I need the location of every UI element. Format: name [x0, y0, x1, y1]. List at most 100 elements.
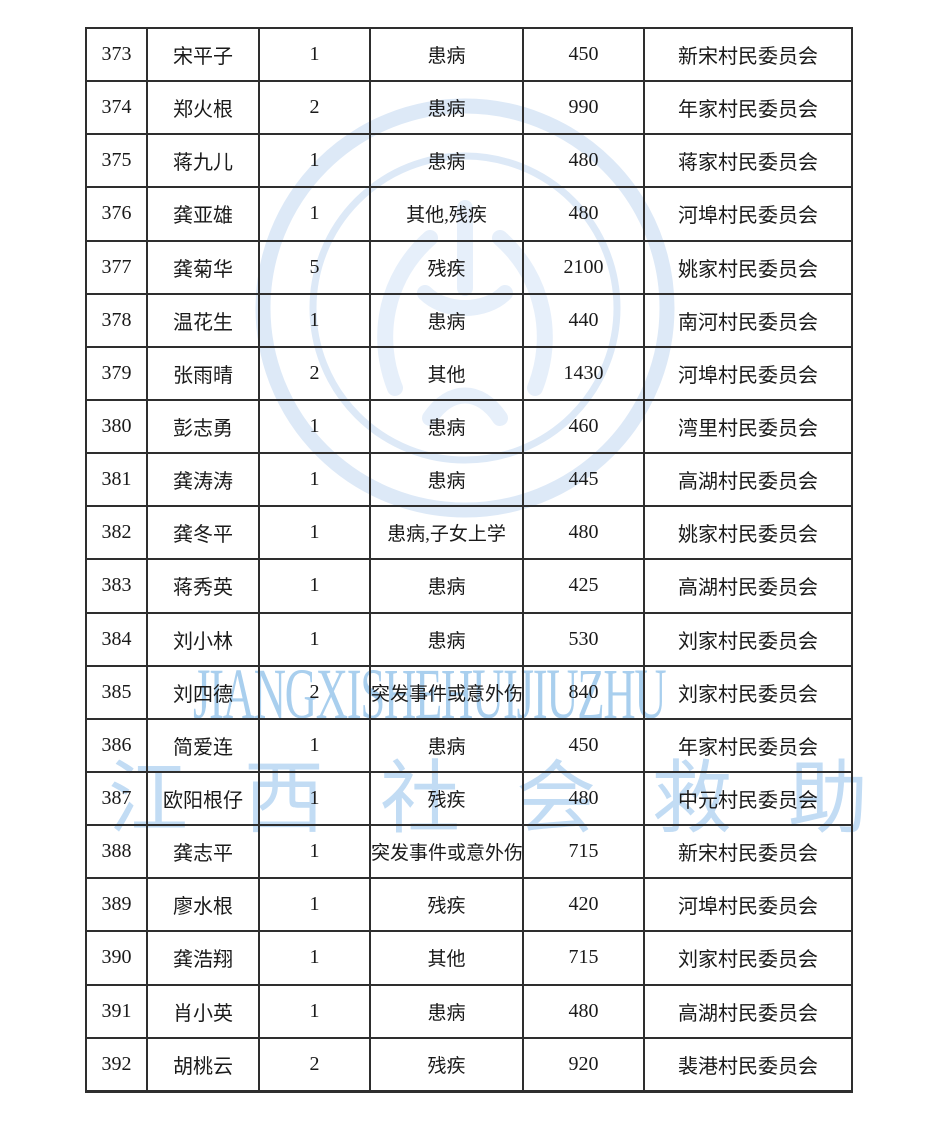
- table-cell: 龚菊华: [146, 239, 260, 295]
- table-row: 377 龚菊华 5 残疾 2100 姚家村民委员会: [85, 239, 853, 295]
- table-cell: 蒋家村民委员会: [643, 133, 853, 189]
- table-cell: 1: [258, 133, 371, 189]
- table-cell: 386: [85, 717, 148, 773]
- table-cell: 刘家村民委员会: [643, 930, 853, 986]
- table-cell: 1: [258, 398, 371, 455]
- table-cell: 480: [522, 133, 645, 189]
- table-cell: 龚志平: [146, 824, 260, 880]
- table-cell: 388: [85, 824, 148, 880]
- table-cell: 480: [522, 983, 645, 1039]
- table-cell: 张雨晴: [146, 345, 260, 401]
- table-cell: 5: [258, 239, 371, 295]
- table-cell: 姚家村民委员会: [643, 239, 853, 295]
- table-cell: 450: [522, 717, 645, 773]
- table-cell: 1: [258, 824, 371, 880]
- table-cell: 肖小英: [146, 983, 260, 1039]
- table-row: 391 肖小英 1 患病 480 高湖村民委员会: [85, 983, 853, 1039]
- table-cell: 384: [85, 611, 148, 667]
- table-cell: 新宋村民委员会: [643, 824, 853, 880]
- table-cell: 385: [85, 664, 148, 720]
- table-cell: 简爱连: [146, 717, 260, 773]
- table-cell: 温花生: [146, 292, 260, 348]
- table-row: 381 龚涛涛 1 患病 445 高湖村民委员会: [85, 452, 853, 508]
- table-row: 375 蒋九儿 1 患病 480 蒋家村民委员会: [85, 133, 853, 189]
- table-cell: 蒋九儿: [146, 133, 260, 189]
- table-cell: 920: [522, 1036, 645, 1093]
- table-cell: 蒋秀英: [146, 558, 260, 614]
- table-cell: 450: [522, 26, 645, 83]
- table-cell: 刘家村民委员会: [643, 611, 853, 667]
- table-cell: 残疾: [369, 877, 524, 933]
- table-cell: 患病: [369, 80, 524, 136]
- table-cell: 高湖村民委员会: [643, 983, 853, 1039]
- table-cell: 715: [522, 824, 645, 880]
- table-cell: 2: [258, 1036, 371, 1093]
- table-cell: 387: [85, 770, 148, 827]
- table-cell: 刘家村民委员会: [643, 664, 853, 720]
- table-cell: 其他,残疾: [369, 186, 524, 242]
- table-cell: 376: [85, 186, 148, 242]
- table-cell: 460: [522, 398, 645, 455]
- table-cell: 残疾: [369, 239, 524, 295]
- table-cell: 480: [522, 186, 645, 242]
- assistance-table: 373 宋平子 1 患病 450 新宋村民委员会 374 郑火根 2 患病 990 年家村民委员会 37…: [85, 26, 853, 1093]
- table-cell: 龚冬平: [146, 505, 260, 561]
- table-cell: 其他: [369, 345, 524, 401]
- table-cell: 高湖村民委员会: [643, 452, 853, 508]
- table-cell: 375: [85, 133, 148, 189]
- table-cell: 1: [258, 186, 371, 242]
- table-row: 382 龚冬平 1 患病,子女上学 480 姚家村民委员会: [85, 505, 853, 561]
- table-cell: 郑火根: [146, 80, 260, 136]
- assistance-table-body: 373 宋平子 1 患病 450 新宋村民委员会 374 郑火根 2 患病 990 年家村民委员会 37…: [85, 26, 853, 1093]
- table-cell: 河埠村民委员会: [643, 186, 853, 242]
- table-cell: 彭志勇: [146, 398, 260, 455]
- table-cell: 患病: [369, 292, 524, 348]
- table-cell: 420: [522, 877, 645, 933]
- table-cell: 480: [522, 505, 645, 561]
- table-cell: 患病: [369, 26, 524, 83]
- table-row: 390 龚浩翔 1 其他 715 刘家村民委员会: [85, 930, 853, 986]
- table-row: 380 彭志勇 1 患病 460 湾里村民委员会: [85, 398, 853, 455]
- table-cell: 患病: [369, 611, 524, 667]
- table-cell: 840: [522, 664, 645, 720]
- table-cell: 1: [258, 770, 371, 827]
- table-cell: 河埠村民委员会: [643, 877, 853, 933]
- table-cell: 389: [85, 877, 148, 933]
- table-cell: 530: [522, 611, 645, 667]
- table-cell: 440: [522, 292, 645, 348]
- table-cell: 2: [258, 80, 371, 136]
- table-cell: 河埠村民委员会: [643, 345, 853, 401]
- table-cell: 龚亚雄: [146, 186, 260, 242]
- table-cell: 383: [85, 558, 148, 614]
- table-row: 374 郑火根 2 患病 990 年家村民委员会: [85, 80, 853, 136]
- table-cell: 1: [258, 983, 371, 1039]
- table-cell: 2100: [522, 239, 645, 295]
- table-cell: 374: [85, 80, 148, 136]
- table-cell: 胡桃云: [146, 1036, 260, 1093]
- table-cell: 377: [85, 239, 148, 295]
- table-cell: 1: [258, 452, 371, 508]
- table-cell: 刘四德: [146, 664, 260, 720]
- table-row: 378 温花生 1 患病 440 南河村民委员会: [85, 292, 853, 348]
- table-cell: 患病: [369, 452, 524, 508]
- table-cell: 患病: [369, 133, 524, 189]
- table-cell: 380: [85, 398, 148, 455]
- table-cell: 龚涛涛: [146, 452, 260, 508]
- table-row: 373 宋平子 1 患病 450 新宋村民委员会: [85, 26, 853, 83]
- table-cell: 龚浩翔: [146, 930, 260, 986]
- table-cell: 年家村民委员会: [643, 80, 853, 136]
- table-cell: 378: [85, 292, 148, 348]
- table-row: 389 廖水根 1 残疾 420 河埠村民委员会: [85, 877, 853, 933]
- table-cell: 裴港村民委员会: [643, 1036, 853, 1093]
- table-cell: 2: [258, 345, 371, 401]
- table-cell: 1: [258, 558, 371, 614]
- table-cell: 残疾: [369, 1036, 524, 1093]
- table-cell: 1430: [522, 345, 645, 401]
- table-cell: 廖水根: [146, 877, 260, 933]
- table-row: 385 刘四德 2 突发事件或意外伤 840 刘家村民委员会: [85, 664, 853, 720]
- table-row: 383 蒋秀英 1 患病 425 高湖村民委员会: [85, 558, 853, 614]
- table-cell: 患病: [369, 398, 524, 455]
- table-cell: 残疾: [369, 770, 524, 827]
- table-cell: 欧阳根仔: [146, 770, 260, 827]
